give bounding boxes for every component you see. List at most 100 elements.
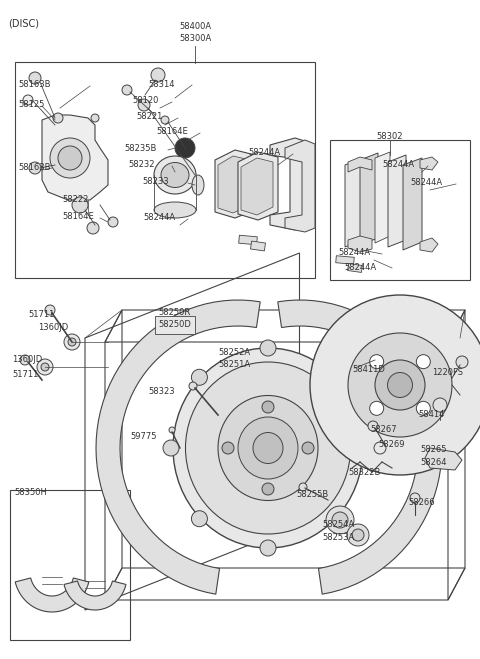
Circle shape [161,116,169,124]
Polygon shape [238,152,278,220]
Text: 58254A: 58254A [322,520,354,529]
Text: 1360JD: 1360JD [38,323,68,332]
Text: 58250R: 58250R [158,308,190,317]
Circle shape [189,382,197,390]
Text: 58300A: 58300A [179,34,211,43]
Circle shape [64,334,80,350]
Polygon shape [348,236,372,252]
Circle shape [50,138,90,178]
Text: 58232: 58232 [128,160,155,169]
Text: 58414: 58414 [418,410,444,419]
Circle shape [299,483,307,491]
Circle shape [302,442,314,454]
Ellipse shape [348,333,452,437]
Circle shape [433,398,447,412]
Circle shape [138,99,150,111]
Text: 58244A: 58244A [382,160,414,169]
Text: 58244A: 58244A [344,263,376,272]
Circle shape [192,511,207,527]
Circle shape [192,369,207,386]
Text: 58350H: 58350H [14,488,47,497]
Circle shape [37,359,53,375]
Circle shape [347,524,369,546]
Circle shape [87,222,99,234]
Text: 58251A: 58251A [218,360,250,369]
Circle shape [332,512,348,528]
Bar [10,490,130,640]
Text: 58322B: 58322B [348,468,380,477]
Circle shape [329,369,345,386]
Bar [15,62,315,278]
Bar [330,140,470,280]
Text: 58323: 58323 [148,387,175,396]
Text: 58233: 58233 [142,177,168,186]
Text: 58125: 58125 [18,100,44,109]
Polygon shape [348,157,372,172]
Text: 58264: 58264 [420,458,446,467]
Text: 58164E: 58164E [62,212,94,221]
Circle shape [374,442,386,454]
Circle shape [329,511,345,527]
Polygon shape [270,138,308,230]
Text: 51711: 51711 [28,310,54,319]
Circle shape [20,355,30,365]
Text: 58266: 58266 [408,498,434,507]
Ellipse shape [253,432,283,463]
Text: 58163B: 58163B [18,80,50,89]
Circle shape [416,401,431,415]
Text: 58244A: 58244A [143,213,175,222]
Circle shape [326,506,354,534]
Polygon shape [251,241,265,251]
Circle shape [29,162,41,174]
Polygon shape [15,578,89,612]
Text: 58221: 58221 [136,112,162,121]
Polygon shape [241,158,273,215]
Text: 58244A: 58244A [410,178,442,187]
Circle shape [72,197,88,213]
Text: 58411D: 58411D [352,365,385,374]
Bar [155,316,195,334]
Circle shape [368,421,378,431]
Ellipse shape [310,295,480,475]
Polygon shape [403,158,422,250]
Polygon shape [218,156,250,213]
Circle shape [175,138,195,158]
Text: 58314: 58314 [148,80,175,89]
Text: 58302: 58302 [377,132,403,141]
Text: 58253A: 58253A [322,533,354,542]
Circle shape [456,356,468,368]
Ellipse shape [218,395,318,500]
Circle shape [416,355,431,368]
Polygon shape [42,115,108,200]
Text: 1220FS: 1220FS [432,368,463,377]
Circle shape [91,114,99,122]
Ellipse shape [154,202,196,218]
Polygon shape [345,158,363,247]
Text: (DISC): (DISC) [8,18,39,28]
Ellipse shape [154,156,196,194]
Polygon shape [239,235,257,244]
Circle shape [29,72,41,84]
Text: 58222: 58222 [62,195,88,204]
Circle shape [45,305,55,315]
Text: 58120: 58120 [132,96,158,105]
Ellipse shape [238,417,298,479]
Text: 59775: 59775 [130,432,156,441]
Text: 58235B: 58235B [124,144,156,153]
Polygon shape [375,152,390,243]
Text: 58267: 58267 [370,425,396,434]
Polygon shape [360,153,378,245]
Text: 58255B: 58255B [296,490,328,499]
Circle shape [163,440,179,456]
Circle shape [68,338,76,346]
Circle shape [53,113,63,123]
Polygon shape [278,300,442,594]
Text: 58400A: 58400A [179,22,211,31]
Ellipse shape [192,175,204,195]
Circle shape [352,529,364,541]
Circle shape [370,355,384,368]
Ellipse shape [161,163,189,188]
Text: 58164E: 58164E [156,127,188,136]
Polygon shape [64,581,126,610]
Circle shape [357,440,373,456]
